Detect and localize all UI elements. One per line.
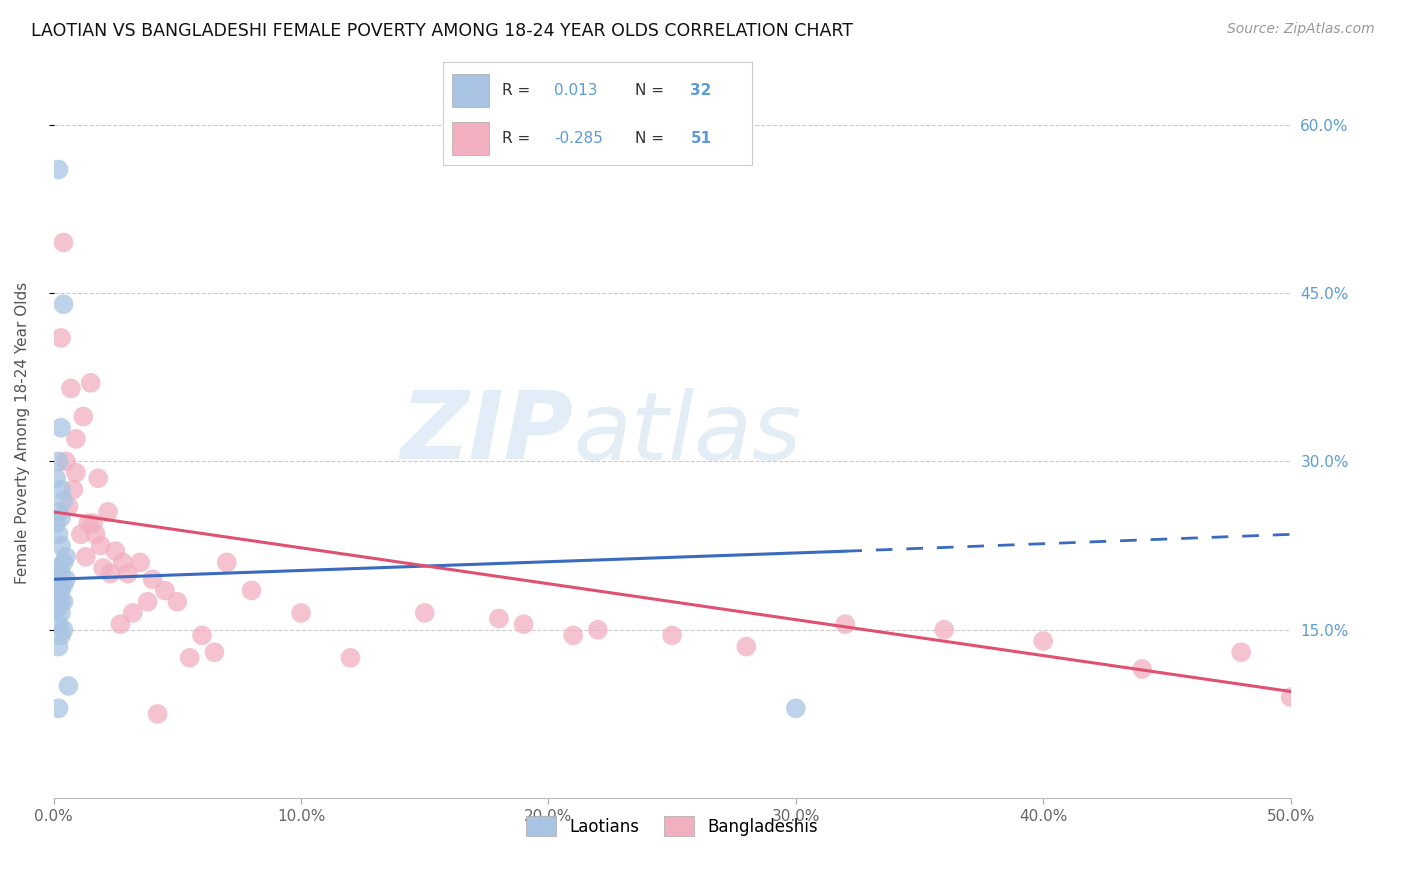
Point — [146, 706, 169, 721]
Text: LAOTIAN VS BANGLADESHI FEMALE POVERTY AMONG 18-24 YEAR OLDS CORRELATION CHART: LAOTIAN VS BANGLADESHI FEMALE POVERTY AM… — [31, 22, 853, 40]
Point — [512, 617, 534, 632]
Point — [48, 600, 70, 615]
Point — [586, 623, 609, 637]
Point — [84, 527, 107, 541]
Point — [834, 617, 856, 632]
Point — [240, 583, 263, 598]
Point — [191, 628, 214, 642]
Point — [49, 331, 72, 345]
Point — [77, 516, 100, 530]
Text: Source: ZipAtlas.com: Source: ZipAtlas.com — [1227, 22, 1375, 37]
Point — [117, 566, 139, 581]
Point — [104, 544, 127, 558]
Point — [488, 611, 510, 625]
Legend: Laotians, Bangladeshis: Laotians, Bangladeshis — [517, 807, 827, 845]
Point — [80, 376, 103, 390]
Bar — [453, 74, 489, 106]
Point — [55, 549, 77, 564]
Point — [179, 650, 201, 665]
Point — [52, 297, 75, 311]
Text: N =: N = — [634, 131, 664, 146]
Point — [413, 606, 436, 620]
Point — [48, 617, 70, 632]
Point — [48, 505, 70, 519]
Point — [97, 505, 120, 519]
Text: R =: R = — [502, 83, 530, 97]
Point — [49, 483, 72, 497]
Point — [91, 561, 114, 575]
Point — [934, 623, 956, 637]
Point — [166, 595, 188, 609]
Point — [49, 583, 72, 598]
Point — [49, 566, 72, 581]
Point — [111, 556, 134, 570]
Point — [55, 454, 77, 468]
Point — [204, 645, 226, 659]
Point — [52, 235, 75, 250]
Text: atlas: atlas — [574, 388, 801, 479]
Point — [58, 500, 80, 514]
Text: 51: 51 — [690, 131, 711, 146]
Point — [69, 527, 91, 541]
Bar — [453, 122, 489, 155]
Text: N =: N = — [634, 83, 664, 97]
Point — [1279, 690, 1302, 705]
Point — [58, 679, 80, 693]
Point — [49, 606, 72, 620]
Text: R =: R = — [502, 131, 530, 146]
Point — [661, 628, 683, 642]
Point — [45, 471, 67, 485]
Point — [1130, 662, 1153, 676]
Point — [48, 162, 70, 177]
Text: 0.013: 0.013 — [554, 83, 598, 97]
Point — [87, 471, 110, 485]
Text: ZIP: ZIP — [401, 387, 574, 479]
Point — [153, 583, 176, 598]
Point — [48, 583, 70, 598]
Text: 32: 32 — [690, 83, 711, 97]
Point — [339, 650, 361, 665]
Point — [52, 595, 75, 609]
Point — [59, 381, 82, 395]
Point — [49, 628, 72, 642]
Point — [215, 556, 238, 570]
Point — [1230, 645, 1253, 659]
Point — [142, 572, 165, 586]
Point — [52, 493, 75, 508]
Point — [55, 572, 77, 586]
Point — [52, 623, 75, 637]
Point — [100, 566, 122, 581]
Text: -0.285: -0.285 — [554, 131, 603, 146]
Point — [82, 516, 104, 530]
Point — [48, 640, 70, 654]
Point — [49, 510, 72, 524]
Point — [49, 421, 72, 435]
Point — [1032, 634, 1054, 648]
Point — [65, 432, 87, 446]
Point — [48, 454, 70, 468]
Point — [75, 549, 97, 564]
Point — [45, 516, 67, 530]
Point — [62, 483, 84, 497]
Point — [735, 640, 758, 654]
Point — [90, 539, 112, 553]
Point — [110, 617, 132, 632]
Point — [562, 628, 585, 642]
Point — [49, 595, 72, 609]
Point — [290, 606, 312, 620]
Point — [785, 701, 807, 715]
Point — [48, 527, 70, 541]
Point — [129, 556, 152, 570]
Point — [52, 578, 75, 592]
Point — [136, 595, 159, 609]
Point — [48, 561, 70, 575]
Point — [48, 701, 70, 715]
Point — [49, 539, 72, 553]
Point — [45, 572, 67, 586]
Y-axis label: Female Poverty Among 18-24 Year Olds: Female Poverty Among 18-24 Year Olds — [15, 282, 30, 584]
Point — [52, 556, 75, 570]
Point — [72, 409, 94, 424]
Point — [121, 606, 143, 620]
Point — [65, 466, 87, 480]
